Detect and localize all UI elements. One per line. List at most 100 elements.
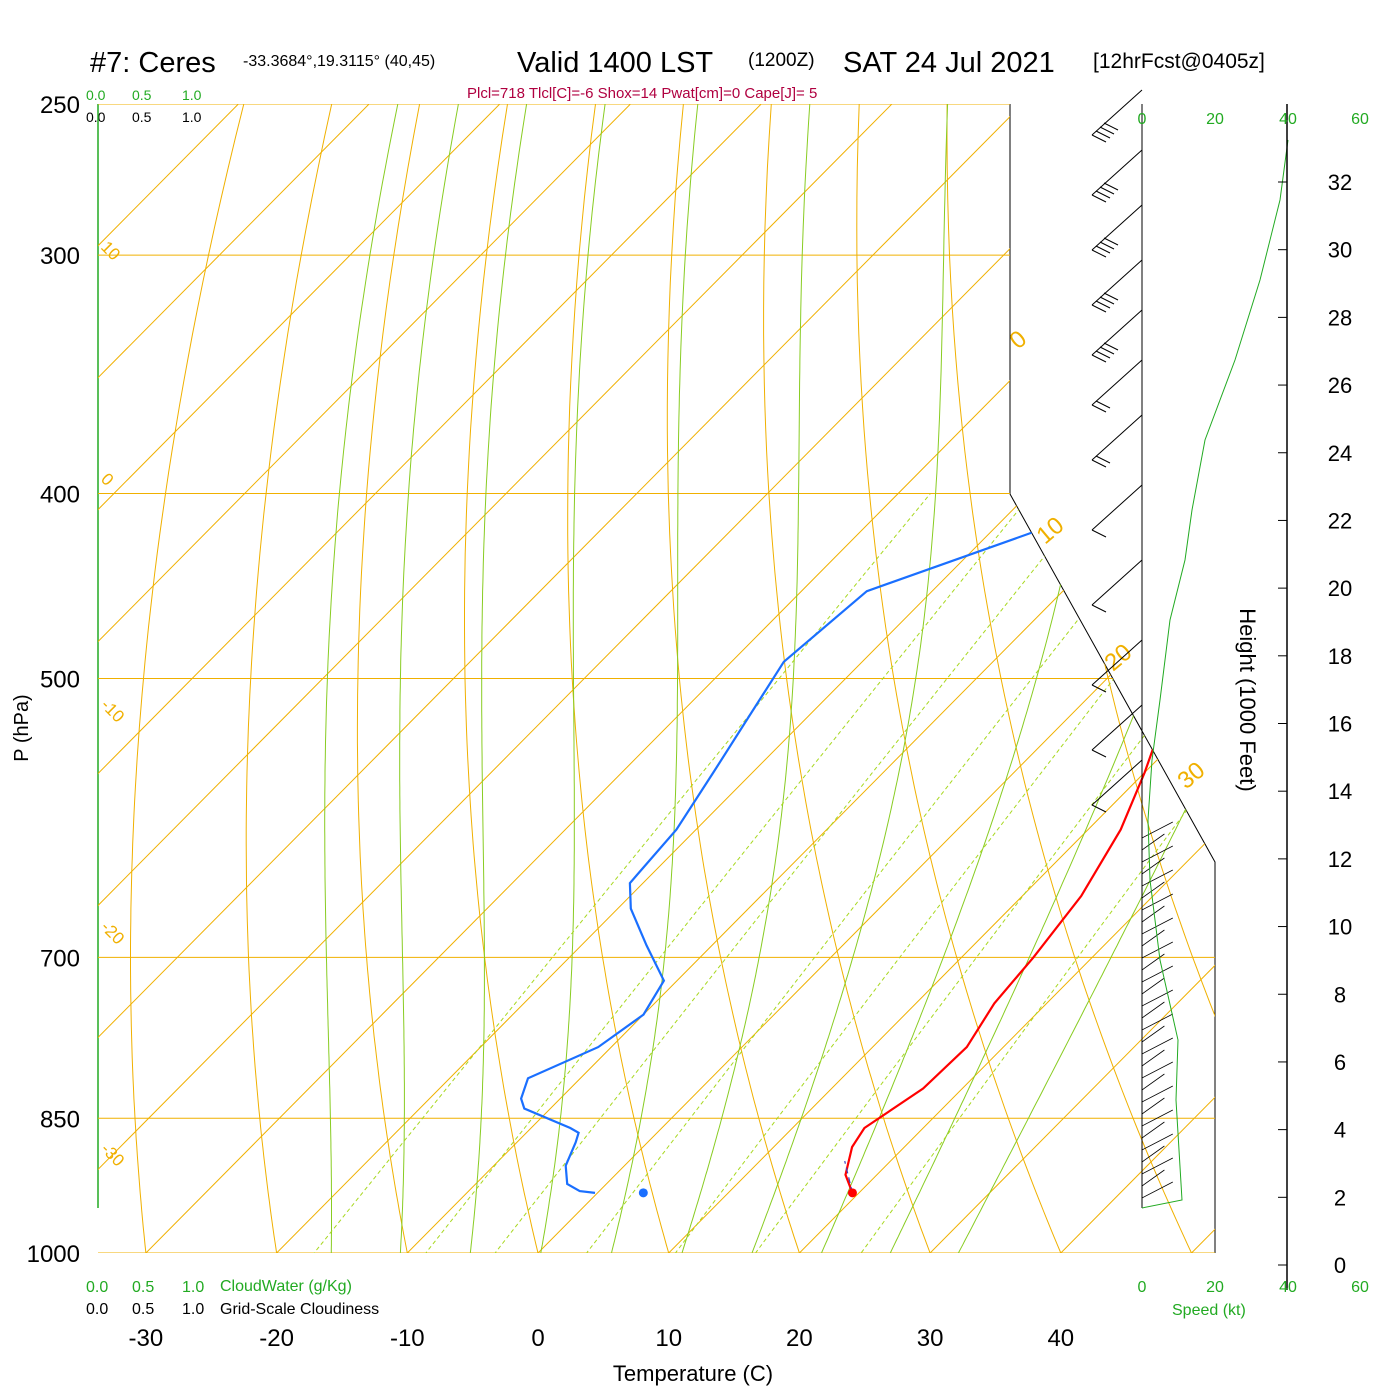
wind-barb — [1141, 1061, 1173, 1079]
height-tick-label: 6 — [1334, 1050, 1346, 1075]
isotherm-line — [851, 104, 1215, 1253]
temperature-tick-label: -20 — [259, 1325, 294, 1352]
sounding-params: Plcl=718 Tlcl[C]=-6 Shox=14 Pwat[cm]=0 C… — [467, 85, 817, 102]
temperature-trace — [844, 104, 1215, 1194]
height-tick-label: 2 — [1334, 1185, 1346, 1210]
height-tick-label: 24 — [1328, 441, 1352, 466]
wind-barb-flag — [1103, 237, 1119, 246]
isotherm-label: 10 — [1032, 512, 1070, 550]
wind-speed-profile — [1141, 139, 1289, 1209]
mixing-ratio-line — [696, 493, 1215, 1253]
height-tick-label: 32 — [1328, 170, 1352, 195]
cloudiness-axis-tick: 0.5 — [132, 109, 152, 125]
cloudiness-label: Grid-Scale Cloudiness — [220, 1301, 379, 1318]
height-tick-label: 20 — [1328, 576, 1352, 601]
wind-barb — [1141, 965, 1173, 983]
moist-adiabat — [324, 104, 399, 1253]
wind-barb-flag — [1099, 296, 1115, 305]
y-axis-title: P (hPa) — [11, 694, 33, 761]
speed-tick: 20 — [1206, 111, 1224, 128]
wind-barb-flag — [1099, 186, 1115, 195]
mixing-ratio-line — [525, 493, 1178, 1253]
moist-adiabat — [590, 104, 699, 1253]
mixing-ratio-label: 3 — [466, 1268, 487, 1287]
wind-barb-flag — [1103, 182, 1119, 191]
wind-barb — [1141, 953, 1165, 971]
station-coords: -33.3684°,19.3115° (40,45) — [243, 53, 435, 70]
dry-adiabat — [856, 104, 1097, 1253]
wind-barb — [1091, 89, 1143, 136]
mixing-ratio-line — [803, 493, 1215, 1253]
background-grid: 1 2 3 5 8 12 20 — [98, 104, 1215, 1287]
sounding-traces — [519, 104, 1215, 1198]
valid-date: SAT 24 Jul 2021 — [843, 47, 1055, 79]
isotherm-line — [98, 104, 665, 1253]
wind-barb-flag — [1095, 400, 1111, 409]
x-axis-title: Temperature (C) — [613, 1361, 773, 1386]
surface-temperature-point — [847, 1188, 857, 1198]
dry-adiabat — [946, 104, 1215, 1253]
dry-adiabat — [245, 104, 340, 1253]
cloud-axis-tick: 0.0 — [86, 1279, 108, 1296]
isotherm-line — [590, 104, 1215, 1253]
speed-axis-bottom: 0 20 40 60 Speed (kt) — [1138, 1279, 1369, 1319]
mixing-ratio-label: 5 — [558, 1268, 579, 1287]
cloudwater-label: CloudWater (g/Kg) — [220, 1278, 352, 1295]
isotherm-line — [720, 104, 1215, 1253]
wind-barb-flag — [1091, 249, 1107, 258]
temperature-tick-label: 20 — [786, 1325, 813, 1352]
mixing-ratio-label: 2 — [396, 1268, 417, 1287]
wind-barb — [1091, 204, 1143, 251]
wind-barb — [1141, 1025, 1165, 1043]
height-axis-title: Height (1000 Feet) — [1235, 608, 1260, 791]
wind-barb-flag — [1099, 241, 1115, 250]
wind-barb — [1141, 1121, 1165, 1139]
wind-barb — [1091, 309, 1143, 356]
temperature-tick-label: -30 — [129, 1325, 164, 1352]
cloudiness-axis-tick: 1.0 — [182, 109, 202, 125]
temperature-tick-label: 30 — [917, 1325, 944, 1352]
isotherm-line — [328, 104, 1215, 1253]
pressure-tick-label: 850 — [40, 1106, 80, 1133]
speed-tick: 60 — [1351, 1279, 1369, 1296]
isotherm-label: -20 — [97, 917, 128, 948]
wind-barb — [1141, 1001, 1165, 1019]
cloud-scale-bottom: 0.0 0.5 1.0 CloudWater (g/Kg) 0.0 0.5 1.… — [86, 1278, 379, 1318]
mixing-ratio-line — [433, 493, 1095, 1253]
wind-barb — [1141, 1013, 1173, 1031]
wind-barb — [1091, 484, 1143, 531]
dry-adiabat — [763, 104, 962, 1253]
pressure-tick-label: 400 — [40, 482, 80, 509]
wind-barb-flag — [1103, 292, 1119, 301]
mixing-ratio-label: 12 — [727, 1260, 753, 1286]
moist-adiabat — [393, 104, 459, 1253]
pressure-tick-label: 700 — [40, 945, 80, 972]
temperature-tick-label: 0 — [531, 1325, 544, 1352]
temperature-tick-label: -10 — [390, 1325, 425, 1352]
height-tick-label: 28 — [1328, 305, 1352, 330]
mixing-ratio-line — [615, 493, 1215, 1253]
dry-adiabat — [464, 104, 559, 1253]
valid-time: Valid 1400 LST — [517, 47, 713, 79]
wind-barb — [1141, 869, 1173, 887]
mixing-ratio-label: 8 — [647, 1268, 668, 1287]
wind-barb-flag — [1099, 126, 1115, 135]
wind-barb-flag — [1095, 245, 1111, 254]
forecast-info: [12hrFcst@0405z] — [1093, 50, 1265, 73]
wind-barb — [1141, 881, 1165, 899]
speed-axis-top: 0 20 40 60 — [1138, 111, 1369, 128]
isotherm-label: 20 — [1100, 639, 1138, 677]
dry-adiabat — [666, 104, 828, 1253]
moist-adiabat — [524, 104, 606, 1253]
speed-tick: 0 — [1138, 1279, 1147, 1296]
wind-barb — [1091, 559, 1143, 606]
wind-barb — [1141, 845, 1173, 863]
height-tick-label: 14 — [1328, 779, 1352, 804]
height-tick-label: 16 — [1328, 712, 1352, 737]
temperature-tick-label: 40 — [1047, 1325, 1074, 1352]
moist-adiabat — [655, 104, 811, 1253]
wind-barb — [1141, 1109, 1173, 1127]
wind-barb — [1141, 1133, 1173, 1151]
